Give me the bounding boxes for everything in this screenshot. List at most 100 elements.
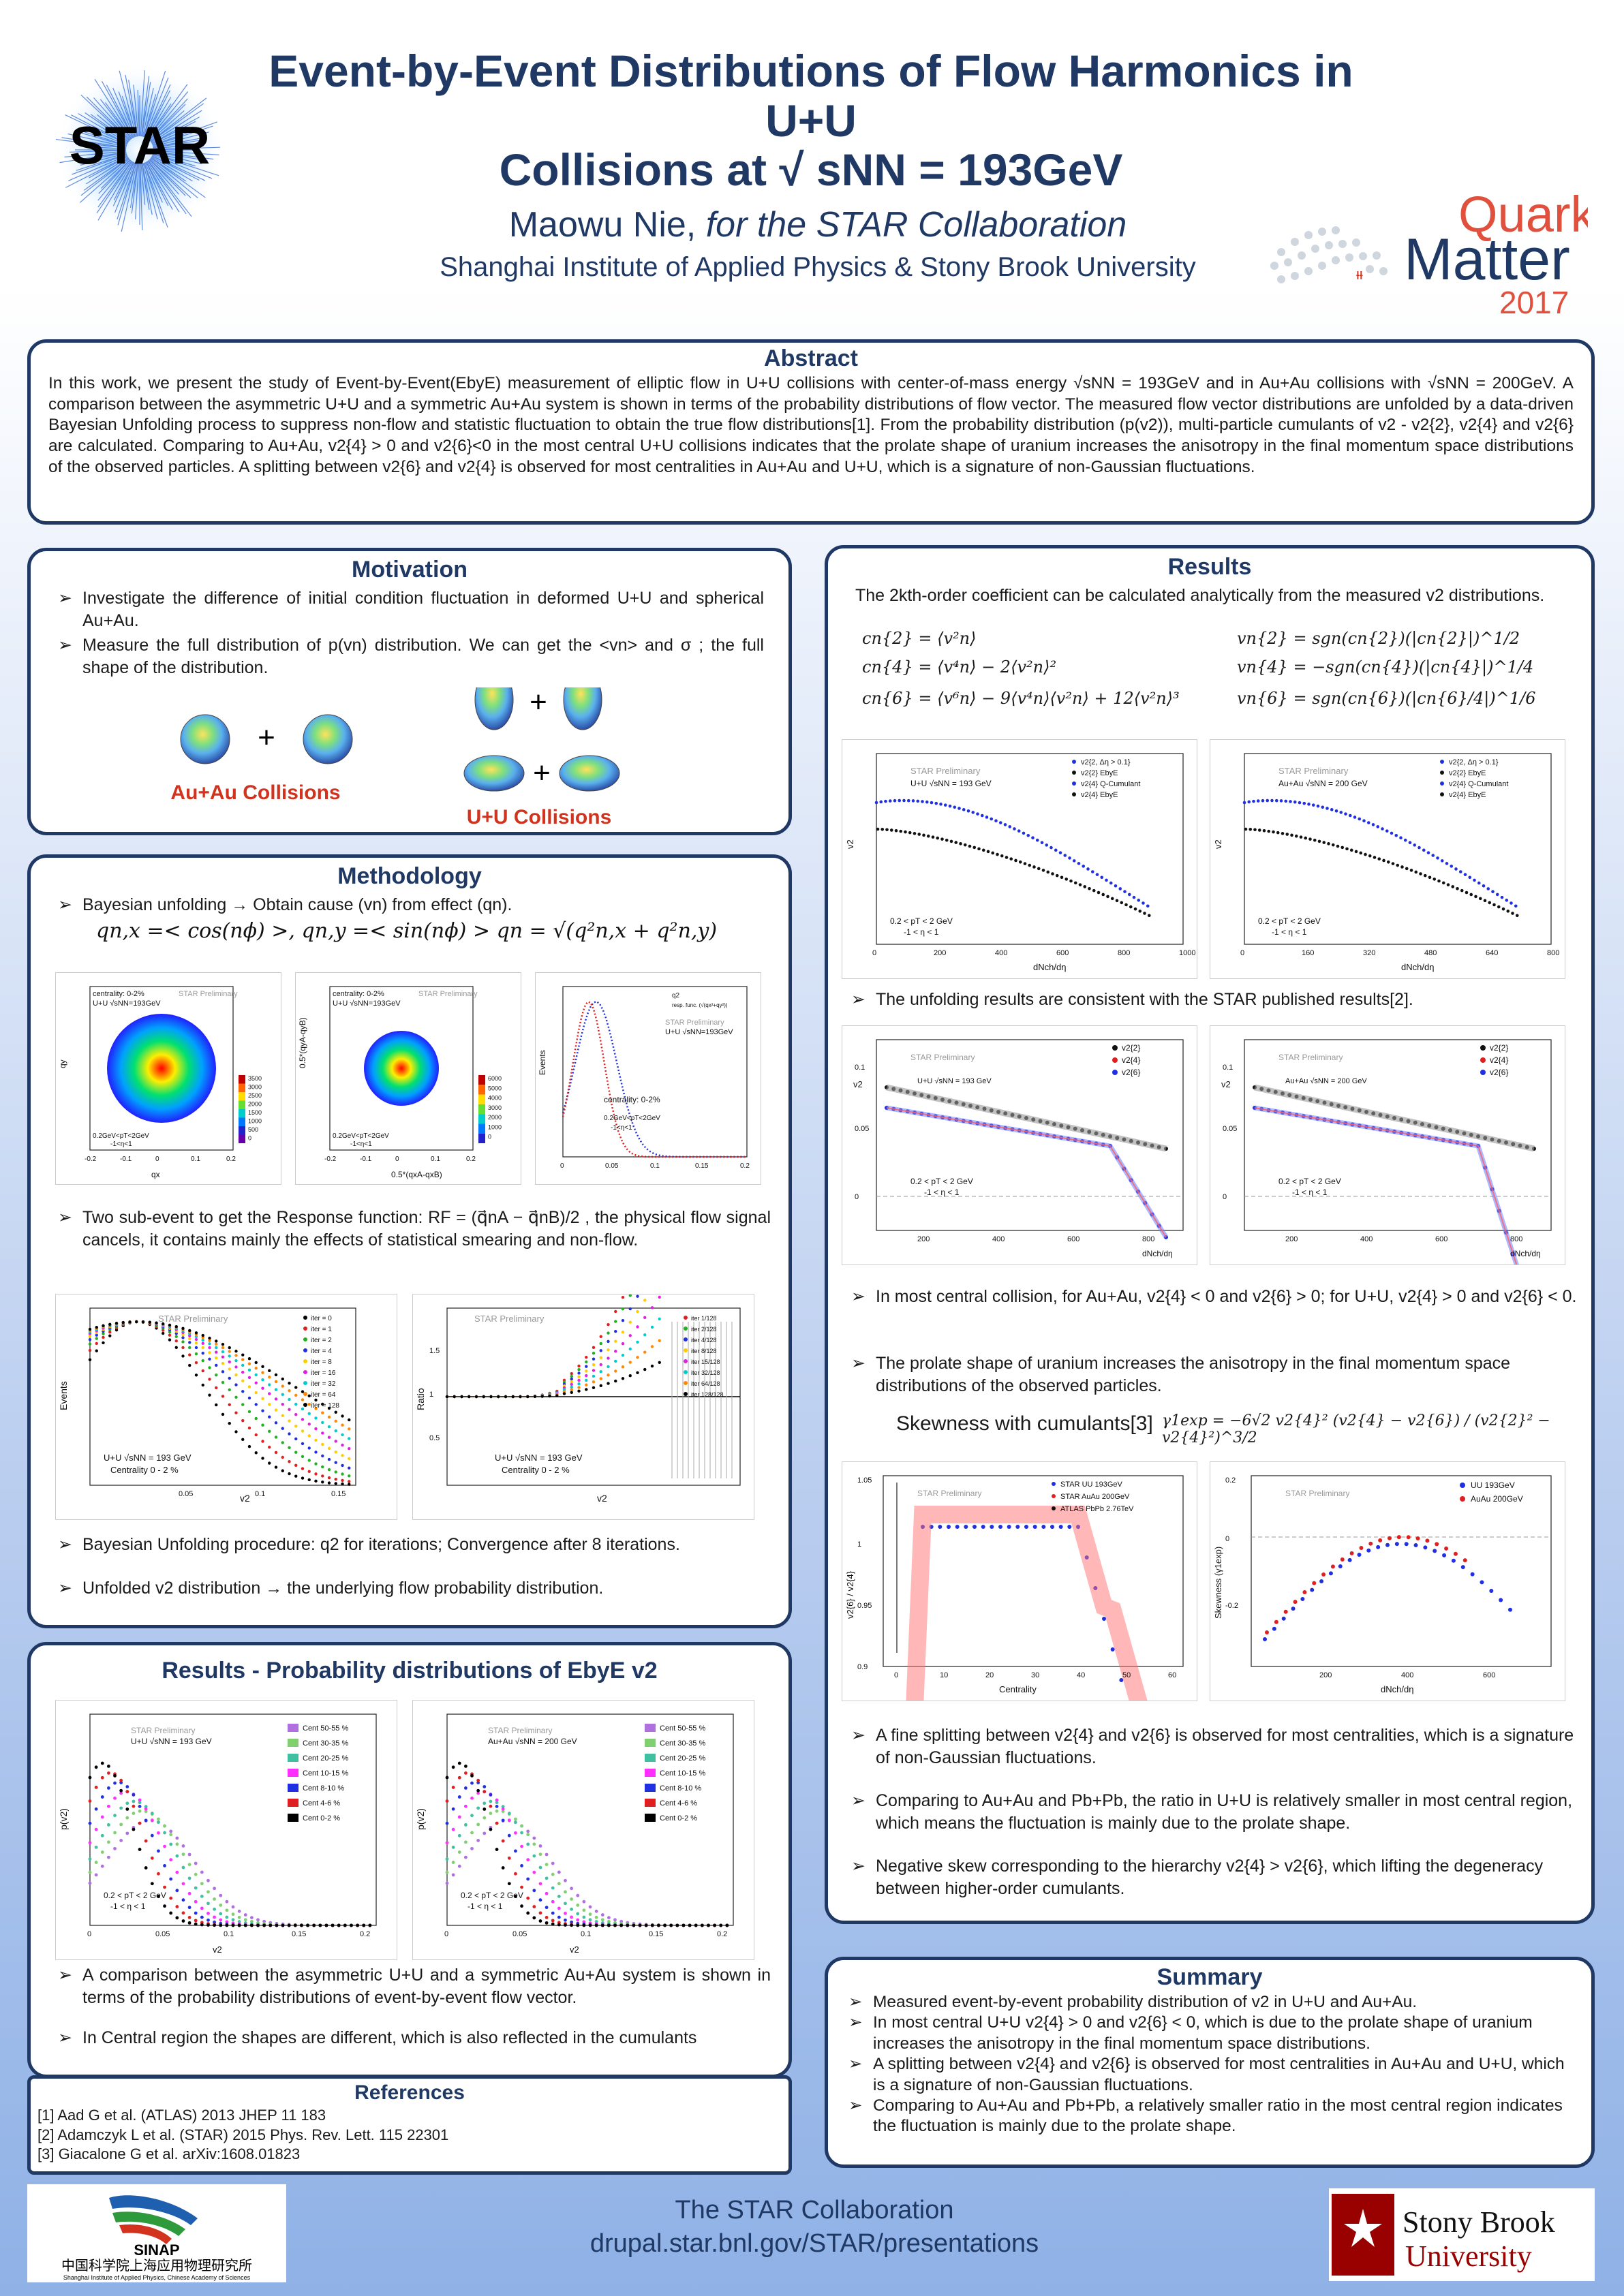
eta-cut-label: -1<η<1	[611, 1124, 632, 1132]
v2-4-point	[1041, 869, 1045, 872]
ratio-point	[570, 1388, 573, 1392]
iteration-point	[268, 1403, 271, 1406]
pv2-point	[476, 1788, 480, 1793]
y-axis-label: 0.5*(qyA-qyB)	[298, 1017, 307, 1068]
v2-2-point	[1302, 801, 1306, 805]
color-scale	[239, 1126, 245, 1135]
skewness-plot: UU 193GeV AuAu 200GeV STAR Preliminary Skew…	[1210, 1461, 1565, 1701]
pv2-point	[538, 1882, 542, 1886]
centrality-label: centrality: 0-2%	[93, 990, 144, 998]
pv2-point	[106, 1823, 110, 1827]
iteration-point	[241, 1390, 245, 1393]
pv2-point	[187, 1906, 191, 1910]
v2-2-point	[1289, 800, 1292, 803]
v2-2-point	[916, 799, 920, 803]
v2-2-point	[1013, 827, 1016, 831]
ratio-point	[614, 1320, 617, 1323]
pv2-point	[200, 1923, 204, 1927]
v2-2-point	[1017, 829, 1021, 833]
pv2-point	[538, 1911, 542, 1915]
v2-4-point	[1253, 828, 1257, 832]
pv2-point	[489, 1827, 493, 1831]
nuclei-illustration: + + + Au+Au Collisions U+U Collisions	[153, 669, 644, 831]
iteration-point	[201, 1359, 204, 1363]
tick-label: 0.2	[740, 1162, 750, 1170]
footer-url[interactable]: drupal.star.bnl.gov/STAR/presentations	[589, 2229, 1039, 2259]
tick-label: -0.1	[360, 1155, 372, 1163]
pv2-point	[613, 1918, 617, 1922]
pv2-point	[362, 1923, 366, 1927]
pv2-point	[175, 1836, 179, 1840]
iteration-point	[221, 1342, 225, 1346]
tick-label: 0	[87, 1930, 91, 1938]
pv2-point	[175, 1870, 179, 1874]
iteration-point	[208, 1393, 211, 1397]
v2-4-point	[1262, 828, 1266, 833]
v2-4-point	[1492, 903, 1496, 907]
legend-marker	[288, 1784, 298, 1792]
v2-4-point	[968, 844, 972, 848]
legend-marker	[1072, 781, 1076, 786]
iteration-point	[194, 1335, 198, 1339]
color-scale	[478, 1114, 485, 1124]
legend-label: v2{4}	[1122, 1055, 1140, 1065]
iteration-point	[261, 1371, 264, 1374]
legend-label: Cent 4-6 %	[303, 1799, 340, 1808]
iteration-point	[288, 1408, 291, 1411]
pv2-point	[293, 1923, 297, 1927]
v2-4-point	[1097, 890, 1101, 895]
v2-2-point	[1109, 881, 1113, 885]
iteration-point	[301, 1442, 305, 1446]
ratio-point	[607, 1331, 610, 1335]
tick-label: 50	[1122, 1671, 1131, 1679]
tick-label: -0.2	[324, 1155, 337, 1163]
system-label: Au+Au √sNN = 200 GeV	[488, 1737, 577, 1746]
pv2-point	[582, 1899, 586, 1904]
ratio-uu-point	[955, 1525, 960, 1529]
v2-4-point	[1511, 912, 1514, 915]
pv2-point	[476, 1778, 480, 1782]
color-scale	[478, 1075, 485, 1085]
pv2-point	[157, 1895, 160, 1898]
ratio-uu-point	[981, 1525, 985, 1529]
v2-4-point	[1368, 854, 1372, 858]
pv2-point	[501, 1866, 505, 1870]
methodology-bullet: Two sub-event to get the Response functi…	[55, 1207, 771, 1251]
legend-label: AuAu 200GeV	[1471, 1494, 1523, 1504]
summary-item: Comparing to Au+Au and Pb+Pb, a relative…	[846, 2096, 1574, 2137]
tick-label: 0.2	[717, 1930, 727, 1938]
preliminary-label: STAR Preliminary	[1285, 1489, 1349, 1498]
pv2-point	[138, 1801, 142, 1805]
pv2-point	[144, 1866, 148, 1870]
iteration-point	[247, 1396, 251, 1400]
pv2-point	[489, 1799, 493, 1803]
color-scale	[239, 1092, 245, 1101]
plot-label: 3500	[248, 1075, 262, 1082]
v2-4-point	[1018, 860, 1022, 864]
pv2-point	[532, 1842, 536, 1846]
v2-4-point	[1340, 846, 1345, 850]
legend-label: iter 128/128	[691, 1391, 724, 1398]
v2-2-point	[1330, 808, 1334, 811]
iteration-point	[301, 1398, 305, 1401]
v2-2-point	[976, 812, 979, 816]
pv2-point	[106, 1855, 110, 1859]
v2-2-point	[1477, 881, 1481, 885]
legend-label: Cent 50-55 %	[660, 1724, 705, 1733]
pv2-point	[520, 1885, 523, 1889]
v2-2-band	[886, 1084, 1167, 1152]
x-axis-label: v2	[213, 1944, 222, 1955]
iteration-point	[274, 1373, 278, 1377]
iteration-point	[221, 1350, 225, 1354]
iteration-point	[268, 1376, 271, 1379]
probability-bullet: In Central region the shapes are differe…	[55, 2027, 791, 2049]
y-axis-label: p(v2)	[58, 1808, 69, 1830]
v2-2-point	[1137, 899, 1141, 902]
pv2-point	[451, 1861, 455, 1864]
v2-2-point	[1095, 873, 1099, 876]
iteration-point	[95, 1333, 98, 1337]
legend-label: v2{2} EbyE	[1449, 769, 1486, 777]
ratio-point	[621, 1377, 625, 1380]
legend-marker	[288, 1724, 298, 1732]
iteration-point	[321, 1442, 324, 1446]
